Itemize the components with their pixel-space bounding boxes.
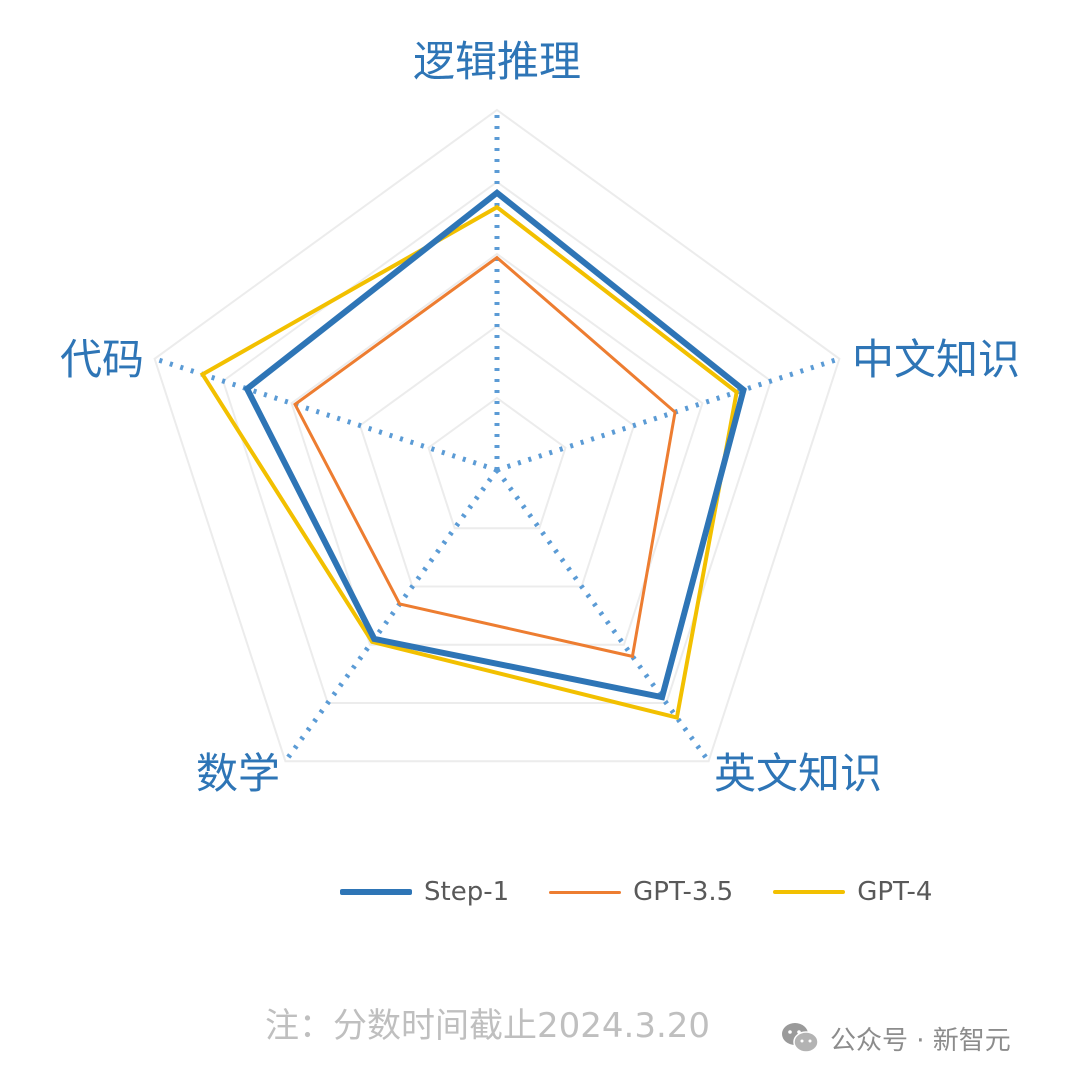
legend-item: GPT-3.5: [549, 877, 733, 907]
watermark-text: 公众号 · 新智元: [830, 1020, 1011, 1057]
legend-swatch: [340, 889, 412, 895]
legend-label: Step-1: [424, 877, 509, 907]
legend-item: GPT-4: [773, 877, 932, 907]
grid-ring: [429, 398, 566, 528]
watermark: 公众号 · 新智元: [780, 1018, 1011, 1058]
legend-swatch: [773, 890, 845, 894]
legend-label: GPT-4: [857, 877, 932, 907]
axis-label: 中文知识: [852, 335, 1020, 384]
axis-label: 代码: [60, 335, 144, 384]
legend-item: Step-1: [340, 877, 509, 907]
axis-label: 数学: [196, 749, 280, 798]
legend-swatch: [549, 891, 621, 894]
axis-spoke: [285, 470, 497, 761]
legend: Step-1 GPT-3.5 GPT-4: [340, 870, 1000, 914]
axis-spoke: [155, 359, 497, 470]
wechat-icon: [780, 1020, 820, 1056]
legend-label: GPT-3.5: [633, 877, 733, 907]
axis-label: 英文知识: [714, 749, 882, 798]
footnote: 注：分数时间截止2024.3.20: [265, 1004, 710, 1048]
axis-label: 逻辑推理: [413, 37, 581, 86]
